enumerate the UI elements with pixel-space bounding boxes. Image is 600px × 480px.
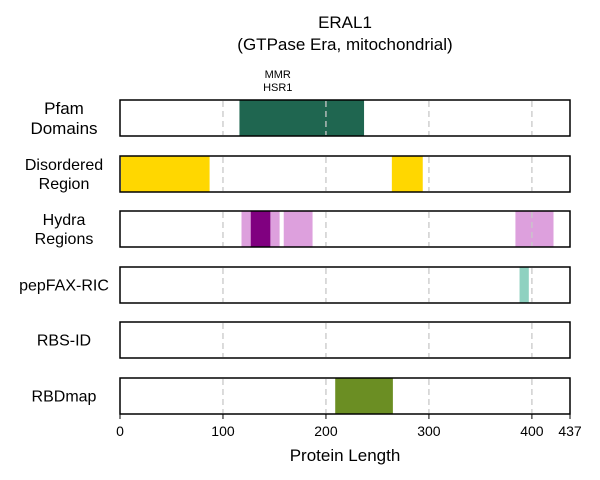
tick-label: 0 [116,423,124,439]
chart-subtitle: (GTPase Era, mitochondrial) [237,35,452,54]
tick-label: 200 [314,423,338,439]
segment-2-3 [515,211,554,247]
segment-annotation: HSR1 [263,82,292,94]
track-label: RBS-ID [37,333,91,350]
track-frame-5 [119,377,571,415]
tick-label: 100 [211,423,235,439]
track-label: Hydra [43,212,86,229]
chart-title: ERAL1 [318,13,372,32]
track-label: Regions [35,231,94,248]
segment-2-2 [250,211,271,247]
track-frame-0 [119,99,571,137]
segment-0-0 [239,100,365,136]
track-frame-4 [119,321,571,359]
tick-label: 400 [520,423,544,439]
segment-5-0 [335,378,393,414]
x-axis-label: Protein Length [290,446,401,465]
tick-label: 437 [558,423,582,439]
x-axis: 0 100 200 300 400 437 [116,414,582,439]
track-1: Disordered Region [25,155,571,193]
segment-3-0 [519,267,529,303]
track-5: RBDmap [32,377,571,415]
track-frame-3 [119,266,571,304]
track-label: Domains [30,119,97,138]
track-label: Pfam [44,99,84,118]
track-frame-1 [119,155,571,193]
track-3: pepFAX-RIC [19,266,571,304]
track-label: Disordered [25,157,103,174]
segment-2-1 [283,211,313,247]
track-2: Hydra Regions [35,210,571,248]
track-label: RBDmap [32,389,97,406]
track-4: RBS-ID [37,321,571,359]
segment-1-0 [121,156,210,192]
track-frame-2 [119,210,571,248]
segment-annotation: MMR [265,69,291,81]
track-label: Region [39,176,90,193]
track-label: pepFAX-RIC [19,278,109,295]
tick-label: 300 [417,423,441,439]
segment-1-1 [391,156,423,192]
